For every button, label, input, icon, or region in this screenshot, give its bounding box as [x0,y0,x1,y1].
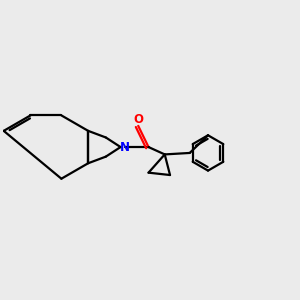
Text: N: N [119,141,129,154]
Text: O: O [133,113,143,126]
